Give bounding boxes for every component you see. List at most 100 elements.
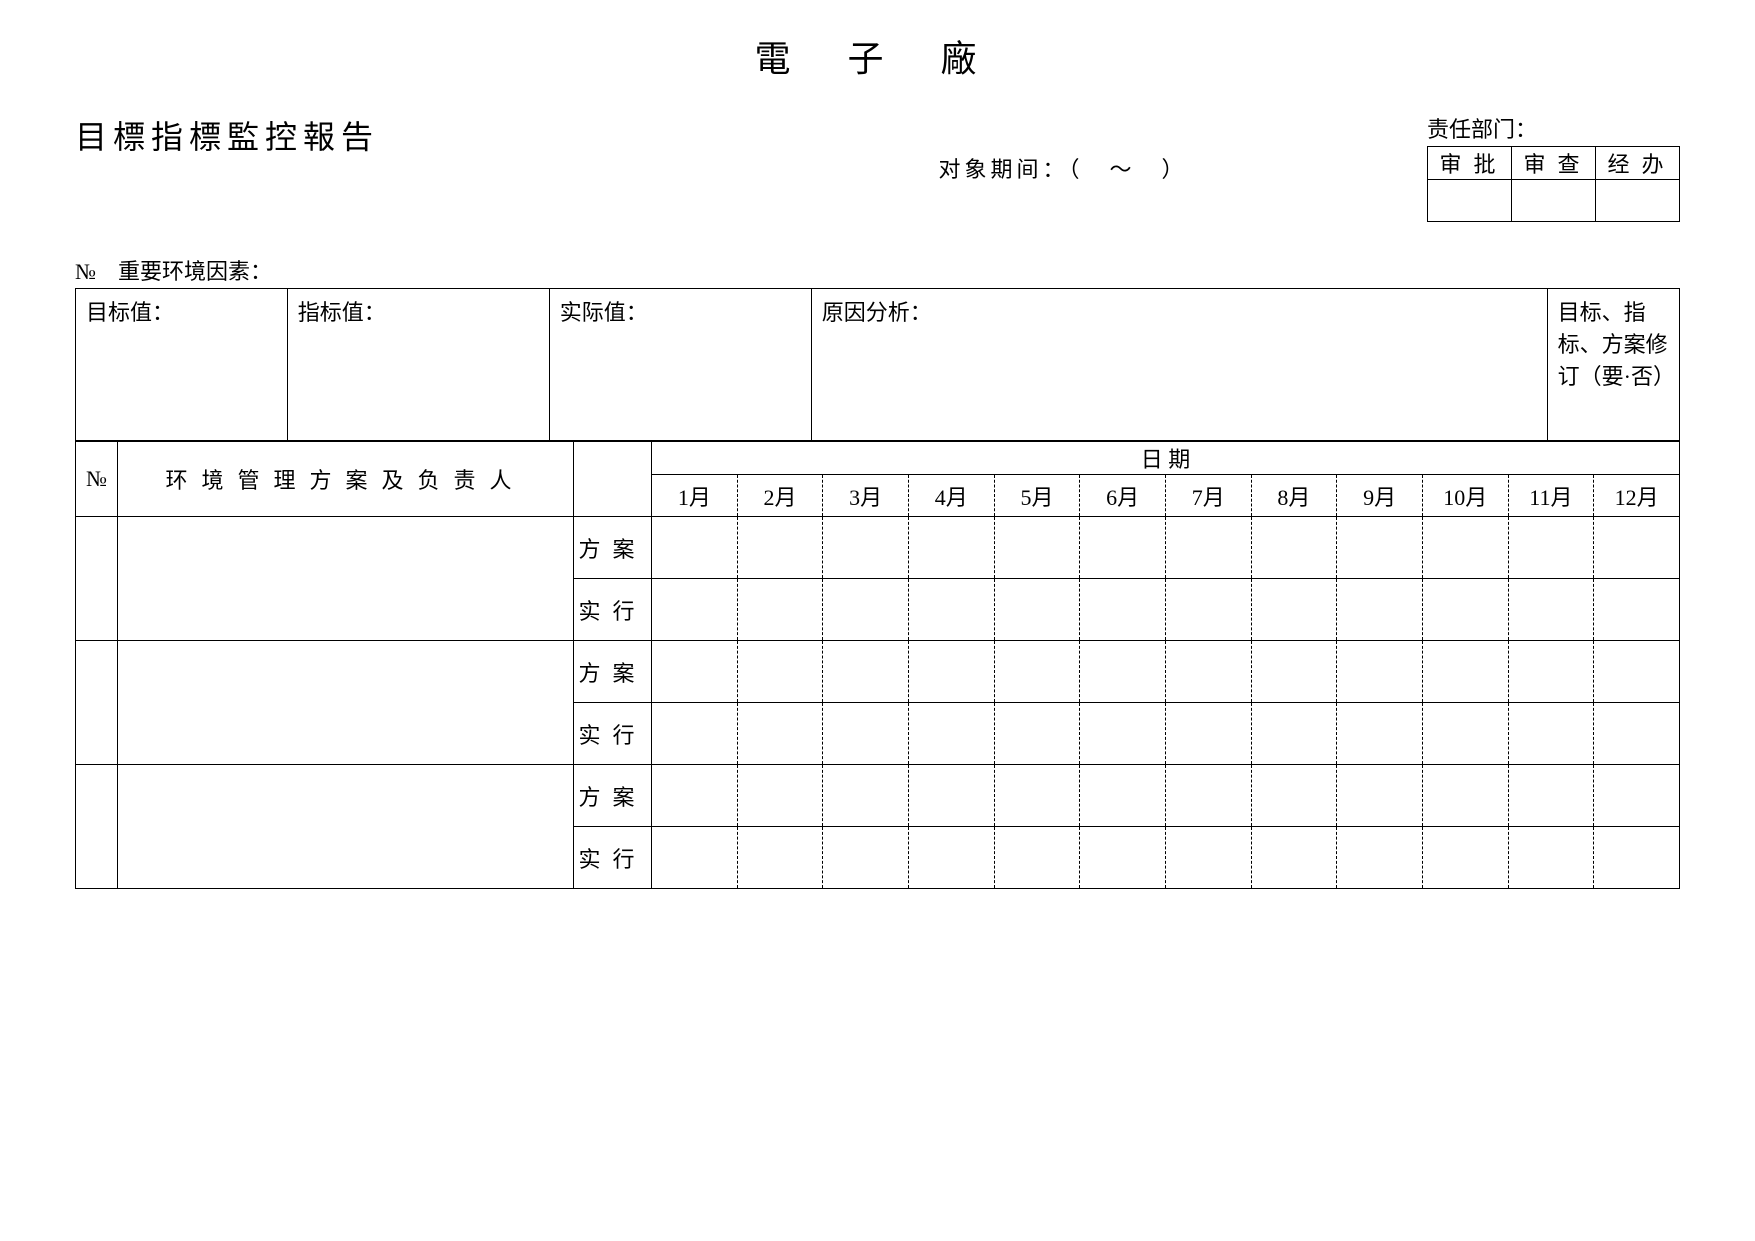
grid-month-cell[interactable] — [1594, 641, 1680, 703]
grid-month-cell[interactable] — [1251, 765, 1337, 827]
grid-month-cell[interactable] — [823, 765, 909, 827]
grid-month-cell[interactable] — [1165, 579, 1251, 641]
grid-plan-cell[interactable] — [118, 765, 574, 889]
grid-month-cell[interactable] — [908, 827, 994, 889]
grid-month-cell[interactable] — [994, 765, 1080, 827]
grid-month-cell[interactable] — [1337, 641, 1423, 703]
grid-month-cell[interactable] — [1080, 579, 1166, 641]
grid-month-cell[interactable] — [737, 703, 823, 765]
info-revision[interactable]: 目标、指标、方案修订（要·否） — [1547, 289, 1679, 441]
grid-month-cell[interactable] — [1508, 517, 1594, 579]
info-actual[interactable]: 实际值： — [549, 289, 811, 441]
grid-month-cell[interactable] — [1508, 703, 1594, 765]
grid-month-header-9: 9月 — [1337, 475, 1423, 517]
grid-month-cell[interactable] — [1594, 579, 1680, 641]
grid-month-cell[interactable] — [1337, 827, 1423, 889]
approval-cell-2[interactable] — [1512, 180, 1596, 222]
approval-cell-3[interactable] — [1596, 180, 1680, 222]
approval-header-3: 经办 — [1596, 147, 1680, 180]
grid-month-cell[interactable] — [1422, 765, 1508, 827]
grid-month-cell[interactable] — [1080, 641, 1166, 703]
grid-month-cell[interactable] — [652, 641, 738, 703]
grid-month-cell[interactable] — [994, 579, 1080, 641]
approval-cell-1[interactable] — [1428, 180, 1512, 222]
grid-month-cell[interactable] — [1594, 703, 1680, 765]
grid-month-cell[interactable] — [1251, 827, 1337, 889]
grid-month-cell[interactable] — [908, 703, 994, 765]
grid-no-cell[interactable] — [76, 641, 118, 765]
grid-month-cell[interactable] — [652, 517, 738, 579]
grid-month-cell[interactable] — [994, 703, 1080, 765]
grid-month-cell[interactable] — [908, 765, 994, 827]
grid-month-cell[interactable] — [1080, 703, 1166, 765]
grid-month-cell[interactable] — [737, 827, 823, 889]
grid-month-cell[interactable] — [1508, 765, 1594, 827]
grid-month-cell[interactable] — [1337, 517, 1423, 579]
grid-month-cell[interactable] — [737, 517, 823, 579]
grid-month-cell[interactable] — [823, 827, 909, 889]
info-indicator[interactable]: 指标值： — [287, 289, 549, 441]
grid-month-cell[interactable] — [1508, 579, 1594, 641]
grid-month-cell[interactable] — [1508, 641, 1594, 703]
grid-month-cell[interactable] — [1594, 827, 1680, 889]
grid-month-header-7: 7月 — [1165, 475, 1251, 517]
grid-month-cell[interactable] — [737, 765, 823, 827]
grid-month-cell[interactable] — [1165, 703, 1251, 765]
approval-header-2: 审查 — [1512, 147, 1596, 180]
info-target[interactable]: 目标值： — [76, 289, 288, 441]
grid-month-cell[interactable] — [994, 641, 1080, 703]
grid-type-exec: 实行 — [574, 827, 652, 889]
department-label: 责任部门： — [1427, 112, 1680, 144]
grid-month-cell[interactable] — [1337, 765, 1423, 827]
subtitle: 目標指標監控報告 — [75, 112, 379, 158]
grid-month-cell[interactable] — [1594, 517, 1680, 579]
grid-month-cell[interactable] — [1080, 827, 1166, 889]
grid-month-cell[interactable] — [652, 579, 738, 641]
grid-month-cell[interactable] — [1422, 641, 1508, 703]
grid-month-cell[interactable] — [823, 517, 909, 579]
grid-month-cell[interactable] — [737, 641, 823, 703]
grid-month-cell[interactable] — [908, 641, 994, 703]
grid-month-cell[interactable] — [823, 641, 909, 703]
info-table: 目标值： 指标值： 实际值： 原因分析： 目标、指标、方案修订（要·否） — [75, 288, 1680, 441]
grid-month-header-3: 3月 — [823, 475, 909, 517]
grid-type-exec: 实行 — [574, 579, 652, 641]
approval-header-1: 审批 — [1428, 147, 1512, 180]
grid-month-cell[interactable] — [1165, 641, 1251, 703]
grid-month-cell[interactable] — [1251, 517, 1337, 579]
grid-month-cell[interactable] — [1080, 517, 1166, 579]
grid-month-cell[interactable] — [1165, 517, 1251, 579]
grid-month-cell[interactable] — [994, 827, 1080, 889]
info-cause[interactable]: 原因分析： — [811, 289, 1547, 441]
grid-month-cell[interactable] — [1337, 703, 1423, 765]
grid-month-header-8: 8月 — [1251, 475, 1337, 517]
grid-month-cell[interactable] — [1422, 827, 1508, 889]
grid-month-cell[interactable] — [1422, 579, 1508, 641]
grid-month-cell[interactable] — [1165, 765, 1251, 827]
grid-month-cell[interactable] — [994, 517, 1080, 579]
grid-month-cell[interactable] — [737, 579, 823, 641]
grid-month-cell[interactable] — [1508, 827, 1594, 889]
grid-month-cell[interactable] — [1337, 579, 1423, 641]
grid-month-cell[interactable] — [1422, 517, 1508, 579]
grid-month-cell[interactable] — [1080, 765, 1166, 827]
grid-month-cell[interactable] — [1422, 703, 1508, 765]
grid-month-cell[interactable] — [1594, 765, 1680, 827]
grid-plan-cell[interactable] — [118, 517, 574, 641]
grid-month-cell[interactable] — [1251, 579, 1337, 641]
grid-no-cell[interactable] — [76, 765, 118, 889]
grid-month-cell[interactable] — [652, 827, 738, 889]
grid-type-header-empty — [574, 442, 652, 517]
grid-month-cell[interactable] — [652, 765, 738, 827]
grid-month-cell[interactable] — [908, 517, 994, 579]
grid-month-cell[interactable] — [1165, 827, 1251, 889]
grid-month-cell[interactable] — [823, 703, 909, 765]
approval-table: 审批 审查 经办 — [1427, 146, 1680, 222]
grid-no-cell[interactable] — [76, 517, 118, 641]
grid-month-cell[interactable] — [1251, 641, 1337, 703]
grid-month-cell[interactable] — [908, 579, 994, 641]
grid-plan-cell[interactable] — [118, 641, 574, 765]
grid-month-cell[interactable] — [652, 703, 738, 765]
grid-month-cell[interactable] — [1251, 703, 1337, 765]
grid-month-cell[interactable] — [823, 579, 909, 641]
